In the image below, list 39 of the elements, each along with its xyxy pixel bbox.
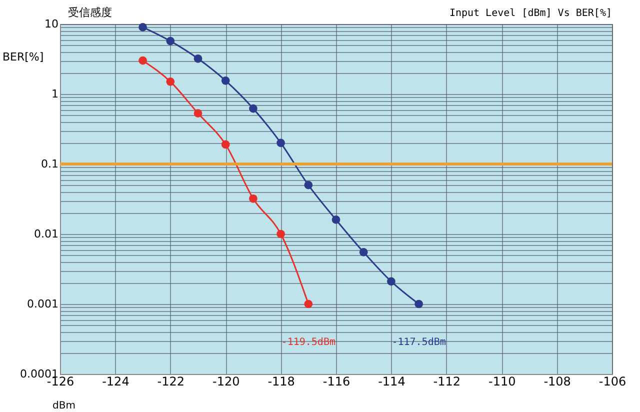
x-tick-label: -118 bbox=[268, 374, 295, 388]
y-tick-label: 0.1 bbox=[41, 158, 58, 170]
y-tick-label: 10 bbox=[44, 18, 58, 30]
x-tick-label: -124 bbox=[102, 374, 130, 388]
y-tick-label: 1 bbox=[52, 88, 58, 100]
point bbox=[194, 54, 202, 63]
x-tick-label: -112 bbox=[433, 374, 461, 388]
x-tick-label: -114 bbox=[378, 374, 406, 388]
point bbox=[332, 216, 340, 224]
point bbox=[221, 140, 230, 149]
point bbox=[221, 76, 230, 85]
point bbox=[414, 300, 423, 308]
x-tick-label: -106 bbox=[598, 374, 626, 388]
point bbox=[249, 194, 258, 203]
point bbox=[276, 138, 285, 148]
x-tick-label: -122 bbox=[157, 374, 185, 388]
x-axis-title: dBm bbox=[52, 400, 76, 412]
point bbox=[249, 104, 258, 113]
chart-title: 受信感度 bbox=[68, 6, 112, 19]
point bbox=[138, 56, 147, 65]
x-tick-label: -108 bbox=[544, 374, 571, 388]
point bbox=[138, 23, 147, 32]
point bbox=[166, 78, 175, 86]
y-tick-label: 0.001 bbox=[27, 298, 58, 310]
point bbox=[387, 277, 396, 286]
chart-subtitle: Input Level [dBm] Vs BER[%] bbox=[449, 8, 612, 19]
x-tick-label: -116 bbox=[322, 374, 350, 388]
x-tick-label: -120 bbox=[212, 374, 240, 388]
point bbox=[304, 180, 313, 190]
point bbox=[166, 36, 175, 46]
x-tick-label: -110 bbox=[488, 374, 516, 388]
point bbox=[359, 248, 368, 256]
point bbox=[194, 109, 202, 118]
y-axis-title: BER[%] bbox=[2, 50, 44, 64]
annotation: -117.5dBm bbox=[392, 337, 446, 348]
annotation: -119.5dBm bbox=[281, 337, 336, 348]
y-tick-label: 0.01 bbox=[34, 228, 58, 240]
point bbox=[304, 300, 313, 308]
point bbox=[276, 230, 285, 238]
